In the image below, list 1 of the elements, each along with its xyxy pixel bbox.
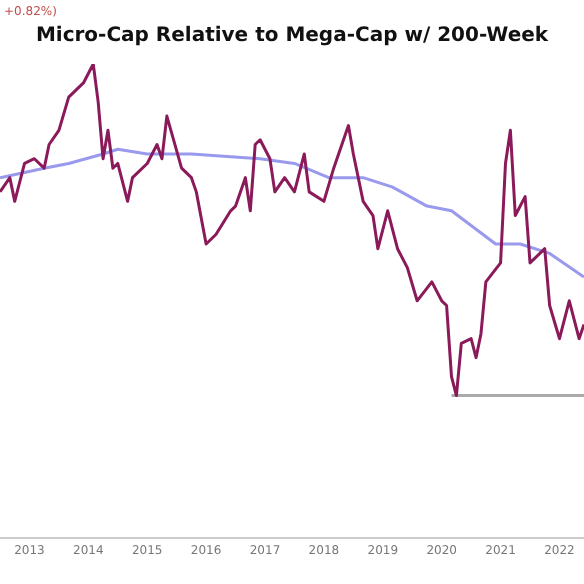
chart-title: Micro-Cap Relative to Mega-Cap w/ 200-Week [35,25,549,48]
